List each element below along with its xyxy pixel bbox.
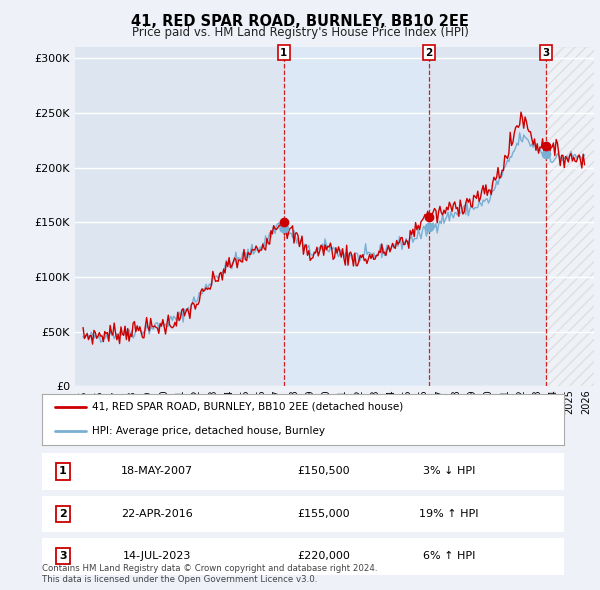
- Text: 22-APR-2016: 22-APR-2016: [121, 509, 193, 519]
- Text: 6% ↑ HPI: 6% ↑ HPI: [423, 552, 475, 561]
- Text: 1: 1: [280, 48, 287, 58]
- Text: HPI: Average price, detached house, Burnley: HPI: Average price, detached house, Burn…: [92, 427, 325, 437]
- Text: £220,000: £220,000: [298, 552, 350, 561]
- Text: 19% ↑ HPI: 19% ↑ HPI: [419, 509, 479, 519]
- Text: £150,500: £150,500: [298, 467, 350, 476]
- Bar: [429, 47, 546, 386]
- Text: 18-MAY-2007: 18-MAY-2007: [121, 467, 193, 476]
- Text: Price paid vs. HM Land Registry's House Price Index (HPI): Price paid vs. HM Land Registry's House …: [131, 26, 469, 39]
- Text: 41, RED SPAR ROAD, BURNLEY, BB10 2EE: 41, RED SPAR ROAD, BURNLEY, BB10 2EE: [131, 14, 469, 28]
- Text: £155,000: £155,000: [298, 509, 350, 519]
- Text: 3: 3: [542, 48, 550, 58]
- Text: 2: 2: [425, 48, 433, 58]
- Bar: [284, 47, 429, 386]
- Text: 41, RED SPAR ROAD, BURNLEY, BB10 2EE (detached house): 41, RED SPAR ROAD, BURNLEY, BB10 2EE (de…: [92, 402, 403, 411]
- Text: 3% ↓ HPI: 3% ↓ HPI: [423, 467, 475, 476]
- Text: Contains HM Land Registry data © Crown copyright and database right 2024.: Contains HM Land Registry data © Crown c…: [42, 564, 377, 573]
- Text: 14-JUL-2023: 14-JUL-2023: [122, 552, 191, 561]
- Bar: [546, 47, 600, 386]
- Text: 1: 1: [59, 467, 67, 476]
- Text: 3: 3: [59, 552, 67, 561]
- Text: 2: 2: [59, 509, 67, 519]
- Text: This data is licensed under the Open Government Licence v3.0.: This data is licensed under the Open Gov…: [42, 575, 317, 584]
